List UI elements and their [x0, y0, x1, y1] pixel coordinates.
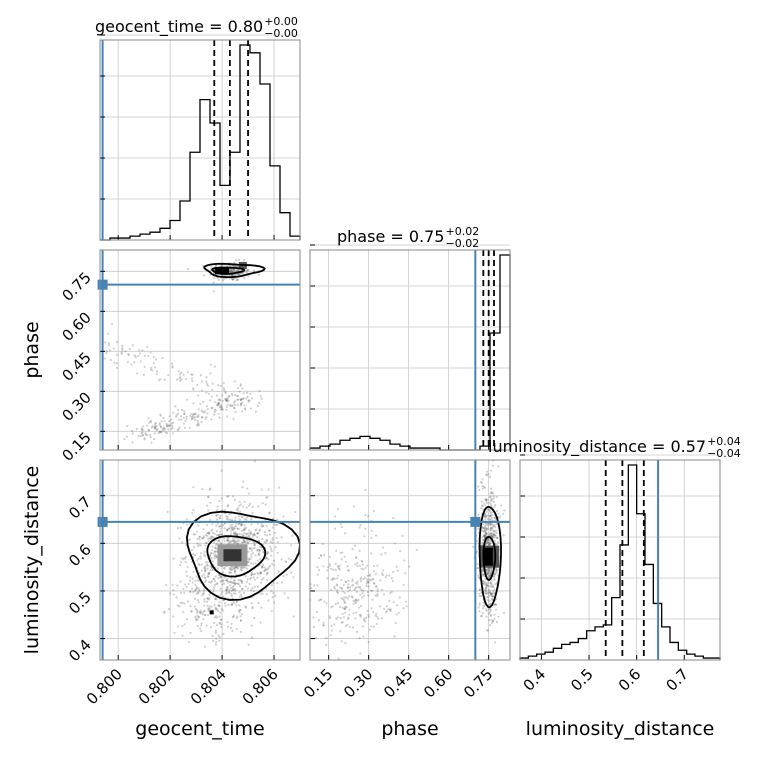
hist-panel-geocent_time	[99, 34, 301, 241]
x-tick-label: 0.4	[520, 665, 550, 695]
y-tick-label: 0.7	[65, 493, 95, 523]
panel-geocent-dist	[97, 459, 301, 661]
title-lower-error: −0.02	[445, 237, 479, 250]
title-lower-error: −0.00	[264, 27, 298, 40]
contour-86	[478, 505, 502, 609]
title-luminosity_distance: luminosity_distance = 0.57 +0.04−0.04	[488, 435, 741, 460]
x-tick-label: 0.45	[380, 665, 416, 701]
scatter-points	[101, 258, 266, 444]
scatter-points	[310, 460, 506, 660]
y-tick-label: 0.6	[65, 540, 95, 570]
panel-phase-dist	[309, 459, 511, 661]
x-axis-label: phase	[381, 718, 438, 740]
x-tick-label: 0.7	[663, 665, 693, 695]
x-tick-label: 0.15	[300, 665, 336, 701]
y-tick-label: 0.75	[58, 268, 94, 304]
x-tick-label: 0.60	[420, 665, 456, 701]
y-tick-label: 0.4	[65, 636, 95, 666]
title-lower-error: −0.04	[707, 447, 741, 460]
x-tick-label: 0.804	[187, 665, 230, 708]
x-axis-label: geocent_time	[135, 718, 264, 740]
scatter-points	[163, 460, 300, 648]
panel-geocent-phase	[97, 249, 301, 451]
y-tick-label: 0.45	[58, 348, 94, 384]
contour-86	[203, 262, 266, 279]
contour-39	[211, 266, 246, 275]
panel-frame	[99, 39, 301, 241]
panel-frame	[519, 459, 721, 661]
x-tick-label: 0.806	[239, 665, 282, 708]
panel-frame	[309, 459, 511, 661]
truth-marker	[97, 516, 108, 527]
title-upper-error: +0.02	[445, 225, 479, 238]
histogram-geocent_time	[100, 44, 301, 241]
title-upper-error: +0.04	[707, 435, 741, 448]
x-tick-label: 0.6	[615, 665, 645, 695]
histogram-phase	[309, 254, 511, 451]
y-axis-label: luminosity_distance	[21, 466, 43, 655]
title-phase: phase = 0.75 +0.02−0.02	[337, 225, 479, 250]
x-tick-label: 0.5	[567, 665, 597, 695]
x-tick-label: 0.800	[83, 665, 126, 708]
contour-86	[185, 510, 300, 601]
density-cell	[482, 547, 493, 566]
title-main: phase = 0.75	[337, 227, 444, 246]
x-tick-label: 0.75	[460, 665, 496, 701]
y-tick-label: 0.30	[58, 388, 94, 424]
y-tick-label: 0.5	[65, 588, 95, 618]
truth-marker	[470, 516, 481, 527]
panel-frame	[309, 249, 511, 451]
panel-frame	[99, 249, 301, 451]
y-tick-label: 0.15	[58, 428, 94, 464]
truth-marker	[97, 279, 108, 290]
x-tick-label: 0.30	[340, 665, 376, 701]
title-main: luminosity_distance = 0.57	[488, 437, 706, 457]
title-geocent_time: geocent_time = 0.80 +0.00−0.00	[95, 15, 298, 40]
histogram-luminosity_distance	[519, 464, 721, 660]
title-upper-error: +0.00	[264, 15, 298, 28]
title-main: geocent_time = 0.80	[95, 17, 263, 37]
contour-39	[206, 535, 267, 578]
x-tick-label: 0.802	[135, 665, 178, 708]
x-axis-label: luminosity_distance	[526, 718, 715, 740]
contour-39	[482, 535, 497, 581]
density-cell	[209, 610, 214, 615]
panel-frame	[99, 459, 301, 661]
density-cell	[215, 267, 230, 275]
hist-panel-luminosity_distance	[519, 454, 721, 661]
y-axis-label: phase	[21, 321, 43, 378]
hist-panel-phase	[309, 244, 511, 451]
density-cell	[223, 549, 242, 562]
y-tick-label: 0.60	[58, 308, 94, 344]
